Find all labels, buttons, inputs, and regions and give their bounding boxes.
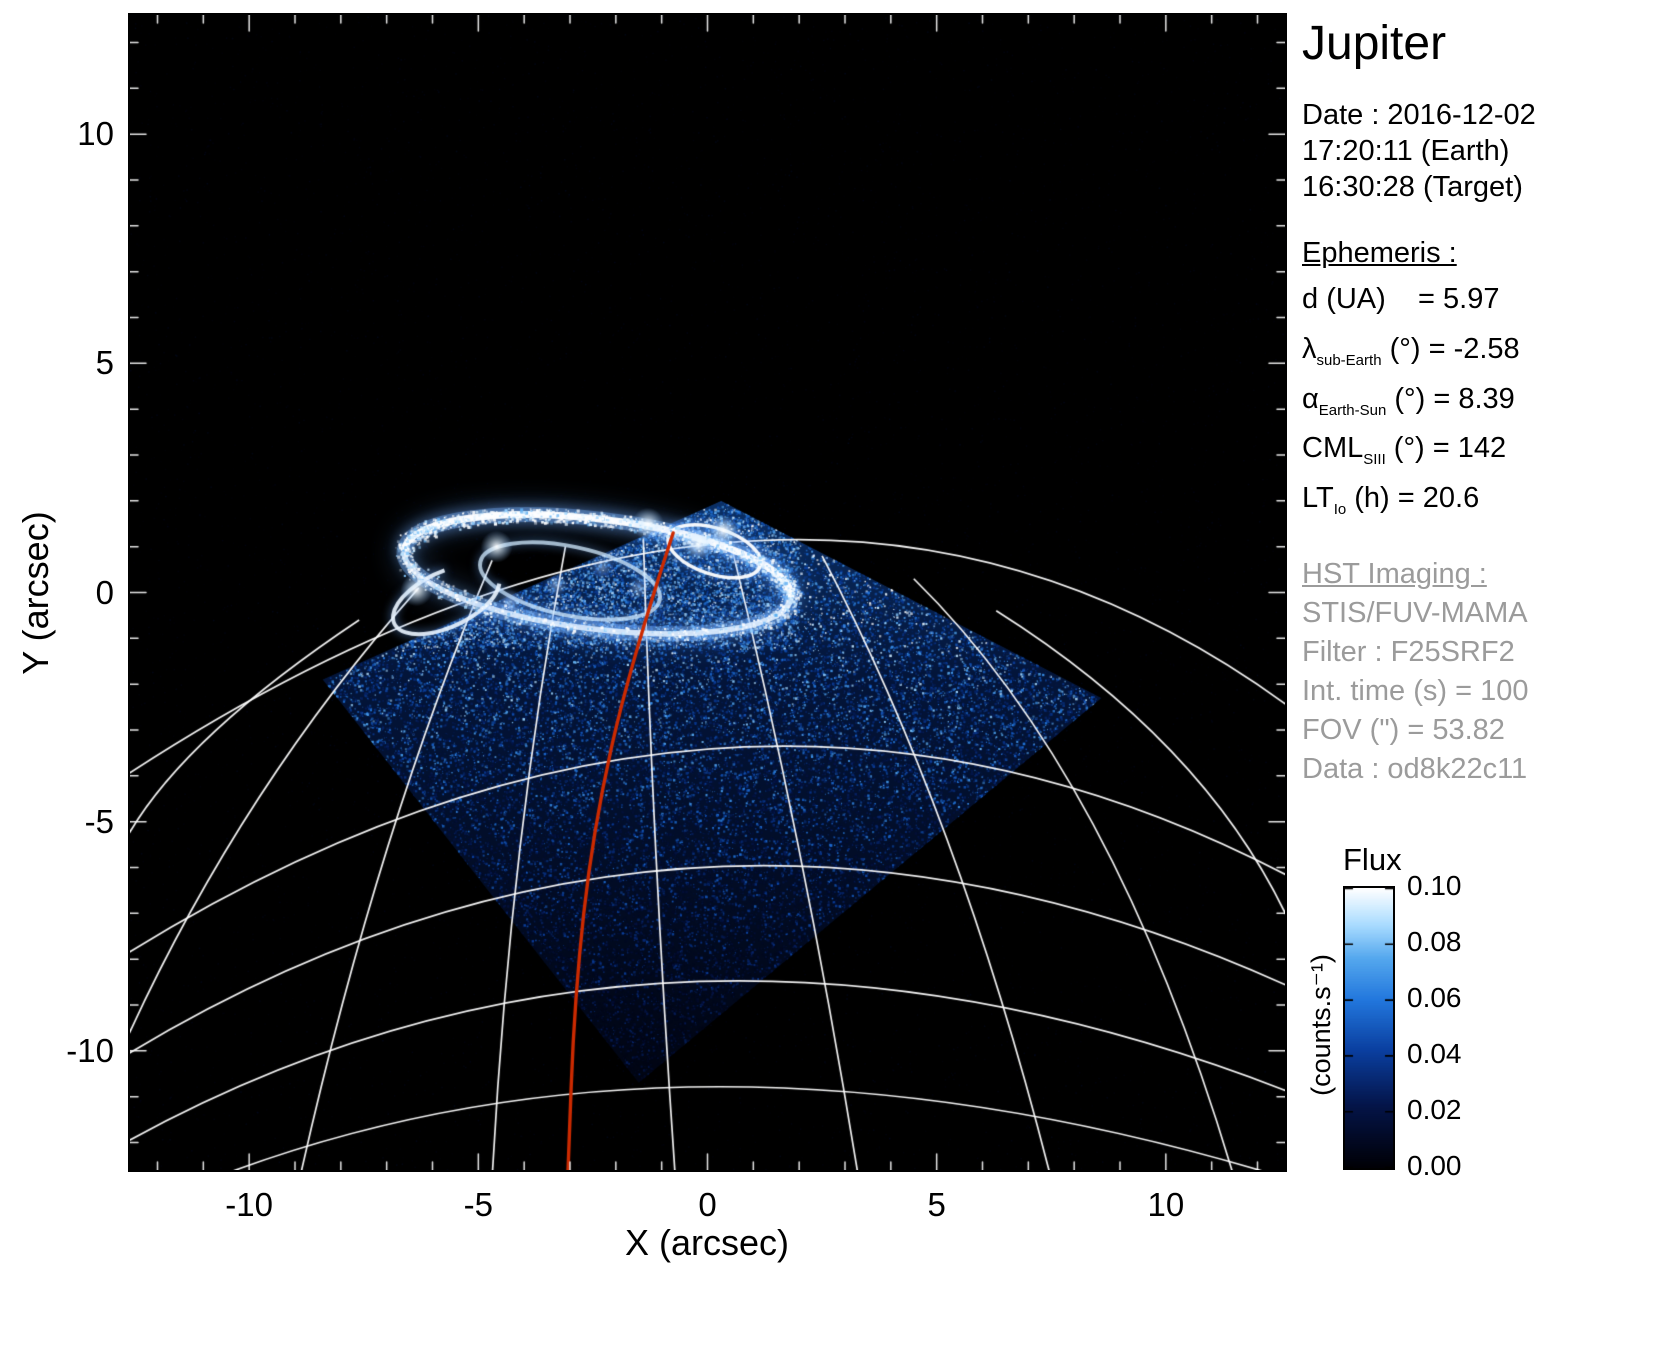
x-tick-label: -5 <box>464 1186 493 1224</box>
quantity-value: (°) = 8.39 <box>1386 383 1514 415</box>
quantity-symbol: LT <box>1302 482 1334 514</box>
colorbar-gradient <box>1343 886 1395 1170</box>
hst-imaging-heading: HST Imaging : <box>1302 555 1674 594</box>
target-name: Jupiter <box>1302 16 1674 71</box>
quantity-subscript: SIII <box>1363 451 1386 468</box>
target-time-line: 16:30:28 (Target) <box>1302 169 1674 205</box>
ephemeris-row-sub-earth-latitude: λsub-Earth (°) = -2.58 <box>1302 330 1674 380</box>
y-tick-label: -10 <box>66 1032 114 1070</box>
x-tick-label: -10 <box>225 1186 273 1224</box>
earth-time-line: 17:20:11 (Earth) <box>1302 133 1674 169</box>
y-tick-label: 5 <box>96 344 114 382</box>
y-tick-label: 0 <box>96 574 114 612</box>
quantity-symbol: α <box>1302 383 1319 415</box>
hst-instrument: STIS/FUV-MAMA <box>1302 594 1674 633</box>
date-line: Date : 2016-12-02 <box>1302 97 1674 133</box>
ephemeris-heading: Ephemeris : <box>1302 237 1674 270</box>
ephemeris-row-cml: CMLSIII (°) = 142 <box>1302 429 1674 479</box>
colorbar-tick: 0.10 <box>1407 870 1462 902</box>
ephemeris-row-distance: d (UA) = 5.97 <box>1302 280 1674 330</box>
y-tick-label: 10 <box>77 115 114 153</box>
x-tick-label: 10 <box>1147 1186 1184 1224</box>
quantity-value: (°) = -2.58 <box>1382 333 1520 365</box>
colorbar-title: Flux <box>1343 842 1391 878</box>
quantity-symbol: d <box>1302 283 1318 315</box>
quantity-subscript: Io <box>1334 501 1347 518</box>
hst-data-id: Data : od8k22c11 <box>1302 750 1674 789</box>
quantity-value: (UA) = 5.97 <box>1318 283 1499 315</box>
colorbar-tick: 0.04 <box>1407 1038 1462 1070</box>
colorbar-tick: 0.00 <box>1407 1150 1462 1182</box>
quantity-value: (h) = 20.6 <box>1346 482 1479 514</box>
quantity-subscript: sub-Earth <box>1317 352 1382 369</box>
hst-imaging-block: HST Imaging : STIS/FUV-MAMA Filter : F25… <box>1302 555 1674 789</box>
quantity-subscript: Earth-Sun <box>1319 401 1387 418</box>
ephemeris-row-phase-angle: αEarth-Sun (°) = 8.39 <box>1302 380 1674 430</box>
y-tick-label: -5 <box>85 803 114 841</box>
colorbar-unit-label: (counts.s⁻¹) <box>1306 885 1336 1165</box>
info-panel: Jupiter Date : 2016-12-02 17:20:11 (Eart… <box>1302 16 1674 789</box>
quantity-symbol: λ <box>1302 333 1317 365</box>
colorbar-tick: 0.08 <box>1407 926 1462 958</box>
hst-fov: FOV (") = 53.82 <box>1302 711 1674 750</box>
ephemeris-list: d (UA) = 5.97 λsub-Earth (°) = -2.58 αEa… <box>1302 280 1674 529</box>
x-tick-label: 0 <box>698 1186 716 1224</box>
y-axis-title: Y (arcsec) <box>15 443 57 743</box>
colorbar-tick: 0.06 <box>1407 982 1462 1014</box>
aurora-image-canvas <box>130 15 1285 1170</box>
ephemeris-row-io-local-time: LTIo (h) = 20.6 <box>1302 479 1674 529</box>
hst-filter: Filter : F25SRF2 <box>1302 633 1674 672</box>
colorbar-tick: 0.02 <box>1407 1094 1462 1126</box>
colorbar: Flux 0.10 0.08 0.06 0.04 0.02 0.00 (coun… <box>1337 842 1577 1222</box>
quantity-value: (°) = 142 <box>1386 432 1506 464</box>
hst-integration-time: Int. time (s) = 100 <box>1302 672 1674 711</box>
x-axis-title: X (arcsec) <box>625 1222 789 1264</box>
figure: -10 -5 0 5 10 -10 -5 0 5 10 X (arcsec) Y (arcsec… <box>0 0 1676 1367</box>
observation-datetime: Date : 2016-12-02 17:20:11 (Earth) 16:30… <box>1302 97 1674 205</box>
x-tick-label: 5 <box>927 1186 945 1224</box>
plot-area <box>128 13 1287 1172</box>
quantity-symbol: CML <box>1302 432 1363 464</box>
